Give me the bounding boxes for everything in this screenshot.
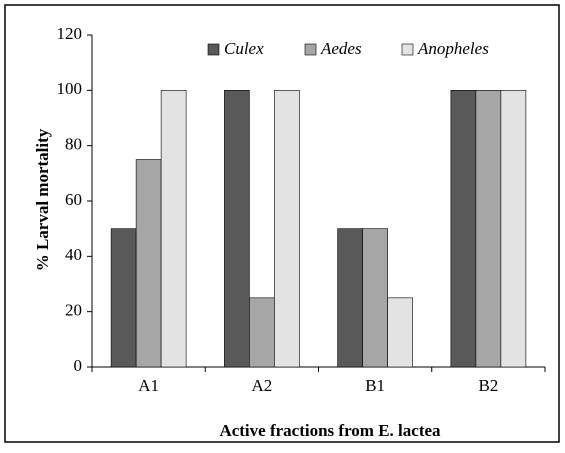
x-tick-label: A1 bbox=[138, 376, 159, 395]
y-tick-label: 60 bbox=[65, 190, 82, 209]
y-tick-label: 120 bbox=[57, 24, 83, 43]
x-tick-label: A2 bbox=[251, 376, 272, 395]
y-tick-label: 40 bbox=[65, 245, 82, 264]
bar bbox=[475, 90, 502, 368]
bar bbox=[274, 90, 300, 368]
y-tick-label: 80 bbox=[65, 135, 82, 154]
y-axis-title: % Larval mortality bbox=[33, 128, 52, 271]
bar bbox=[249, 297, 275, 368]
x-tick-label: B2 bbox=[478, 376, 498, 395]
y-tick-label: 100 bbox=[57, 79, 83, 98]
bar bbox=[362, 228, 388, 368]
bar bbox=[135, 159, 162, 368]
bar bbox=[224, 90, 250, 368]
legend-swatch bbox=[304, 43, 317, 56]
y-tick-label: 20 bbox=[65, 301, 82, 320]
legend-swatch bbox=[207, 43, 220, 56]
legend-label: Anopheles bbox=[417, 39, 489, 58]
legend-label: Aedes bbox=[320, 39, 362, 58]
bar bbox=[450, 90, 477, 368]
bar bbox=[500, 90, 527, 368]
x-axis-title: Active fractions from E. lactea bbox=[219, 421, 441, 440]
bar bbox=[337, 228, 363, 368]
y-tick-label: 0 bbox=[74, 356, 83, 375]
bar bbox=[160, 90, 187, 368]
legend-swatch bbox=[401, 43, 414, 56]
bar bbox=[110, 228, 137, 368]
x-tick-label: B1 bbox=[365, 376, 385, 395]
legend-label: Culex bbox=[224, 39, 264, 58]
bar bbox=[387, 297, 413, 368]
